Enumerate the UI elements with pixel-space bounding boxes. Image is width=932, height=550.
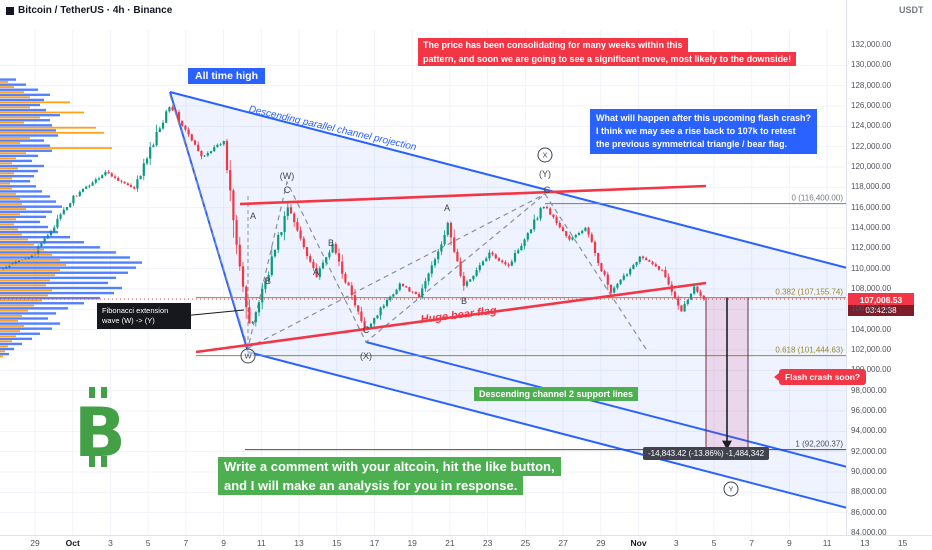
time-axis-label: 15 xyxy=(897,538,908,548)
callout-arrow-icon xyxy=(774,373,779,381)
time-axis-label: 5 xyxy=(711,538,717,548)
consolidation-note[interactable]: The price has been consolidating for man… xyxy=(418,38,797,66)
wave-label-circled: X xyxy=(537,147,553,163)
flash-question-line1: What will happen after this upcoming fla… xyxy=(596,113,812,123)
price-axis-label: 112,000.00 xyxy=(851,243,891,253)
wave-label: C xyxy=(283,185,291,195)
wave-label: B xyxy=(264,276,272,286)
support-lines-label[interactable]: Descending channel 2 support lines xyxy=(474,387,639,401)
time-axis-label: 15 xyxy=(332,538,342,548)
price-axis-label: 88,000.00 xyxy=(851,487,887,497)
price-axis-label: 84,000.00 xyxy=(851,528,887,537)
consolidation-note-line2: pattern, and soon we are going to see a … xyxy=(418,52,797,66)
price-axis-label: 130,000.00 xyxy=(851,60,892,70)
time-axis-label: 7 xyxy=(183,538,189,548)
time-axis-label: 11 xyxy=(256,538,266,548)
fib-level-label: 1 (92,200.37) xyxy=(795,440,843,449)
price-axis[interactable]: 107,008.53 03:42:38 132,000.00 130,000.00… xyxy=(846,0,932,537)
price-axis-label: 132,000.00 xyxy=(851,40,892,49)
price-axis-label: 92,000.00 xyxy=(851,446,887,456)
time-axis-label: 3 xyxy=(673,538,679,548)
time-axis-label: 5 xyxy=(145,538,151,548)
wave-label: (Y) xyxy=(539,169,551,179)
current-price-badge: 107,008.53 xyxy=(848,293,914,308)
price-axis-label: 124,000.00 xyxy=(851,121,892,131)
wave-label: C xyxy=(543,185,551,195)
time-axis-label: 19 xyxy=(407,538,417,548)
price-axis-label: 108,000.00 xyxy=(851,284,892,293)
flash-question-line2: I think we may see a rise back to 107k t… xyxy=(596,126,796,136)
price-axis-label: 94,000.00 xyxy=(851,426,887,436)
time-axis-label: 11 xyxy=(822,538,832,548)
time-axis-label: 17 xyxy=(369,538,380,548)
time-axis[interactable]: 29 Oct 3 5 7 9 11 13 15 17 19 21 23 25 27 29 Nov 3 5 7 9 11 13… xyxy=(0,535,932,550)
time-axis-label: 9 xyxy=(787,538,792,548)
cta-line1: Write a comment with your altcoin, hit t… xyxy=(218,457,561,476)
wave-label: A xyxy=(249,211,257,221)
fib-note-line1: Fibonacci extension xyxy=(102,306,169,315)
flash-question-line3: the previous symmetrical triangle / bear… xyxy=(596,139,788,149)
wave-label: A xyxy=(443,203,451,213)
time-axis-label: 9 xyxy=(221,538,226,548)
time-axis-label: Nov xyxy=(630,538,647,548)
time-axis-label: Oct xyxy=(65,538,80,548)
wave-label: (X) xyxy=(360,351,372,361)
time-axis-label: 7 xyxy=(749,538,755,548)
wave-label: B xyxy=(460,296,468,306)
price-axis-label: 122,000.00 xyxy=(851,141,892,151)
time-axis-label: 13 xyxy=(860,538,870,548)
price-axis-label: 102,000.00 xyxy=(851,345,892,354)
wave-label: B xyxy=(327,238,335,248)
cta-line2: and I will make an analysis for you in r… xyxy=(218,476,524,495)
price-axis-label: 118,000.00 xyxy=(851,182,891,192)
price-axis-label: 100,000.00 xyxy=(851,365,892,375)
price-axis-label: 90,000.00 xyxy=(851,467,887,476)
consolidation-note-line1: The price has been consolidating for man… xyxy=(418,38,688,52)
time-axis-label: 3 xyxy=(108,538,113,548)
time-axis-label: 29 xyxy=(30,538,40,548)
symbol-title-text: Bitcoin / TetherUS · 4h · Binance xyxy=(18,5,173,16)
symbol-title[interactable]: Bitcoin / TetherUS · 4h · Binance xyxy=(6,5,172,16)
wave-label: (W) xyxy=(279,171,295,181)
flash-crash-callout[interactable]: Flash crash soon? xyxy=(774,369,867,385)
fib-level-label: 0.618 (101,444.63) xyxy=(775,346,843,355)
price-axis-label: 110,000.00 xyxy=(851,263,891,273)
time-axis-label: 13 xyxy=(294,538,304,548)
price-axis-label: 126,000.00 xyxy=(851,101,892,110)
price-range-measure-badge[interactable]: -14,843.42 (-13.86%) -1,484,342 xyxy=(643,447,770,460)
fib-level-label: 0 (116,400.00) xyxy=(792,194,844,203)
time-axis-label: 29 xyxy=(596,538,606,548)
svg-text:B: B xyxy=(74,394,126,473)
price-axis-label: 106,000.00 xyxy=(851,304,892,314)
cta-note[interactable]: Write a comment with your altcoin, hit t… xyxy=(218,457,561,495)
bitcoin-logo: B xyxy=(74,387,126,473)
bar-countdown: 03:42:38 xyxy=(848,305,914,317)
flash-question-note[interactable]: What will happen after this upcoming fla… xyxy=(590,109,818,154)
time-axis-label: 25 xyxy=(520,538,531,548)
flash-crash-callout-text: Flash crash soon? xyxy=(785,372,861,382)
wave-label-circled: W xyxy=(240,348,256,364)
price-axis-label: 128,000.00 xyxy=(851,80,892,90)
price-axis-label: 96,000.00 xyxy=(851,406,887,415)
wave-label-circled: Y xyxy=(723,481,739,497)
price-axis-label: 120,000.00 xyxy=(851,162,892,171)
price-axis-label: 104,000.00 xyxy=(851,324,892,334)
time-axis-label: 23 xyxy=(482,538,493,548)
fib-level-label: 0.382 (107,155.74) xyxy=(775,288,843,297)
price-axis-label: 114,000.00 xyxy=(851,223,891,232)
price-axis-label: 86,000.00 xyxy=(851,507,887,517)
wave-label: A xyxy=(312,267,320,277)
all-time-high-label[interactable]: All time high xyxy=(188,68,265,84)
time-axis-label: 27 xyxy=(558,538,568,548)
time-axis-label: 21 xyxy=(445,538,455,548)
price-axis-label: 98,000.00 xyxy=(851,385,887,395)
fib-note-line2: wave (W) -> (Y) xyxy=(102,316,155,325)
symbol-logo-icon xyxy=(6,6,14,15)
quote-currency-label: USDT xyxy=(899,5,924,15)
price-axis-label: 116,000.00 xyxy=(851,202,891,212)
fib-extension-note[interactable]: Fibonacci extension wave (W) -> (Y) xyxy=(97,303,191,329)
wave-label: C xyxy=(362,325,370,335)
